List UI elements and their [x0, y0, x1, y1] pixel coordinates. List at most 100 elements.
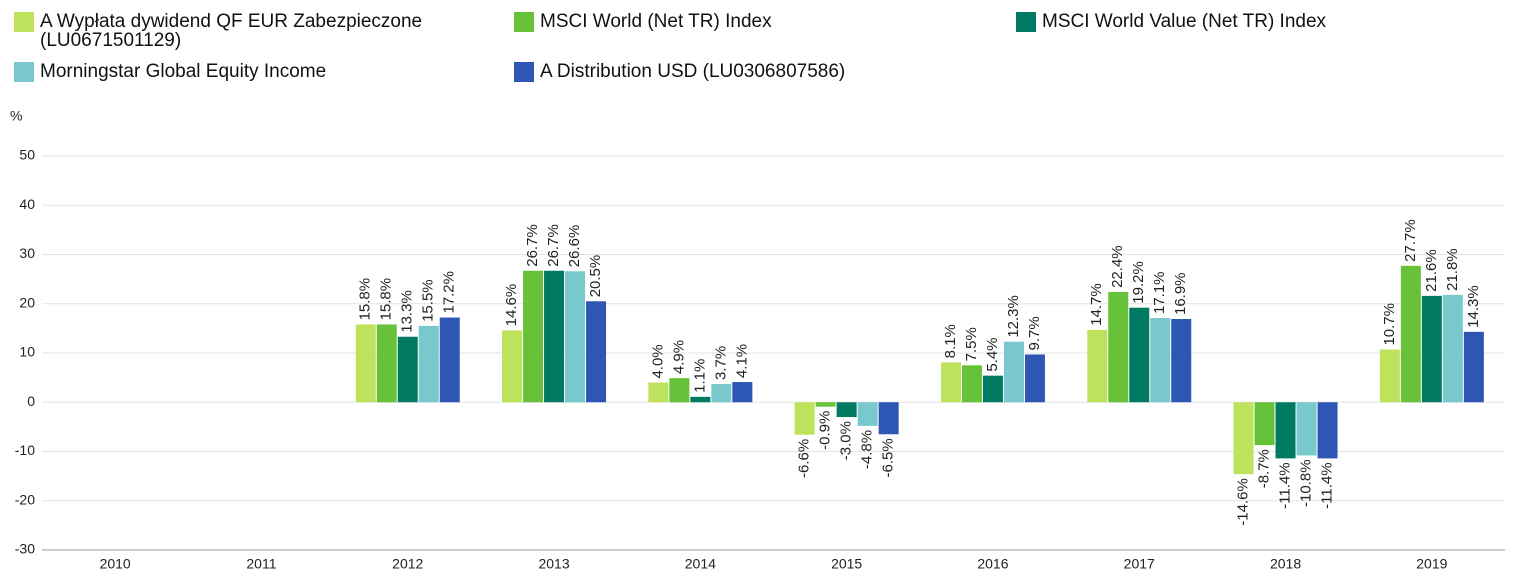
value-label: 27.7% [1402, 219, 1419, 262]
value-label: 14.3% [1465, 285, 1482, 328]
bar [418, 325, 439, 403]
bar [397, 336, 418, 403]
value-label: 4.9% [670, 340, 687, 374]
bar [961, 365, 982, 403]
legend-label: MSCI World (Net TR) Index [540, 11, 772, 32]
bar [1463, 331, 1484, 403]
bar [1421, 295, 1442, 403]
bar [1442, 294, 1463, 403]
value-label: -10.8% [1298, 459, 1315, 507]
y-tick-label: 50 [19, 147, 35, 163]
bar [565, 271, 586, 403]
value-label: 21.6% [1423, 249, 1440, 292]
legend-item: MSCI World (Net TR) Index [514, 12, 994, 32]
value-label: 17.1% [1151, 271, 1168, 314]
value-label: 15.8% [378, 278, 395, 321]
bar [1171, 319, 1192, 403]
y-tick-label: 10 [19, 344, 35, 360]
bar [1379, 349, 1400, 403]
legend-swatch [514, 62, 534, 82]
legend-swatch [514, 12, 534, 32]
y-tick-label: -10 [15, 442, 35, 458]
value-label: 14.7% [1088, 283, 1105, 326]
value-label: 19.2% [1130, 261, 1147, 304]
x-tick-label: 2015 [831, 556, 862, 572]
value-label: 21.8% [1444, 248, 1461, 291]
bar [502, 330, 523, 403]
value-label: 1.1% [691, 359, 708, 393]
bar [1233, 402, 1254, 475]
x-tick-label: 2012 [392, 556, 423, 572]
bar [648, 382, 669, 403]
value-label: 12.3% [1005, 295, 1022, 338]
x-tick-label: 2016 [977, 556, 1008, 572]
legend-swatch [1016, 12, 1036, 32]
y-tick-label: 20 [19, 294, 35, 310]
x-tick-label: 2010 [100, 556, 131, 572]
y-tick-label: 30 [19, 245, 35, 261]
x-tick-label: 2011 [246, 556, 276, 572]
value-label: 15.5% [420, 279, 437, 322]
bar [544, 270, 565, 403]
value-label: -11.4% [1277, 462, 1294, 508]
legend-swatch [14, 12, 34, 32]
bar [439, 317, 460, 403]
value-label: 3.7% [712, 346, 729, 380]
bar [1317, 402, 1338, 459]
y-tick-label: 40 [19, 196, 35, 212]
bar [940, 362, 961, 403]
value-label: 15.8% [357, 278, 374, 321]
value-label: -3.0% [838, 421, 855, 460]
legend-label: MSCI World Value (Net TR) Index [1042, 11, 1327, 32]
value-label: 20.5% [587, 255, 604, 298]
legend-item: A Distribution USD (LU0306807586) [514, 62, 994, 82]
bar [1129, 307, 1150, 403]
value-label: 22.4% [1109, 245, 1126, 288]
legend-label: A Distribution USD (LU0306807586) [540, 61, 846, 82]
value-label: -6.6% [796, 439, 813, 478]
bar [732, 382, 753, 403]
value-label: 8.1% [942, 324, 959, 358]
value-label: -8.7% [1256, 449, 1273, 488]
bar [1275, 402, 1296, 459]
bar [815, 402, 836, 407]
value-label: 17.2% [441, 271, 458, 314]
value-label: 4.0% [649, 344, 666, 378]
x-tick-label: 2014 [685, 556, 716, 572]
bar [1400, 265, 1421, 403]
bar [878, 402, 899, 435]
value-label: -0.9% [817, 411, 834, 450]
value-label: 5.4% [984, 337, 1001, 371]
legend-item: A Wypłata dywidend QF EUR Zabezpieczone … [14, 12, 484, 50]
value-label: 26.7% [524, 224, 541, 267]
value-label: 4.1% [733, 344, 750, 378]
bar [857, 402, 878, 426]
bar [586, 301, 607, 403]
value-label: -4.8% [859, 430, 876, 469]
value-label: 26.6% [566, 225, 583, 268]
bar [1150, 318, 1171, 403]
bar [1003, 341, 1024, 403]
y-tick-label: -20 [15, 491, 35, 507]
value-label: 14.6% [503, 284, 520, 327]
value-label: 13.3% [399, 290, 416, 333]
x-tick-label: 2017 [1124, 556, 1155, 572]
value-label: -14.6% [1235, 478, 1252, 526]
x-tick-label: 2013 [538, 556, 569, 572]
value-label: 10.7% [1381, 303, 1398, 346]
bar [355, 324, 376, 403]
value-label: 7.5% [963, 327, 980, 361]
legend-item: Morningstar Global Equity Income [14, 62, 494, 82]
legend-label: Morningstar Global Equity Income [40, 61, 327, 82]
y-axis-label: % [10, 108, 22, 124]
bar [1024, 354, 1045, 403]
bar [794, 402, 815, 435]
value-label: 26.7% [545, 224, 562, 267]
legend-swatch [14, 62, 34, 82]
x-tick-label: 2018 [1270, 556, 1301, 572]
bar [1108, 291, 1129, 403]
legend-label: A Wypłata dywidend QF EUR Zabezpieczone … [40, 11, 423, 51]
value-label: -6.5% [880, 438, 897, 477]
bar [711, 384, 732, 403]
bar [1254, 402, 1275, 446]
